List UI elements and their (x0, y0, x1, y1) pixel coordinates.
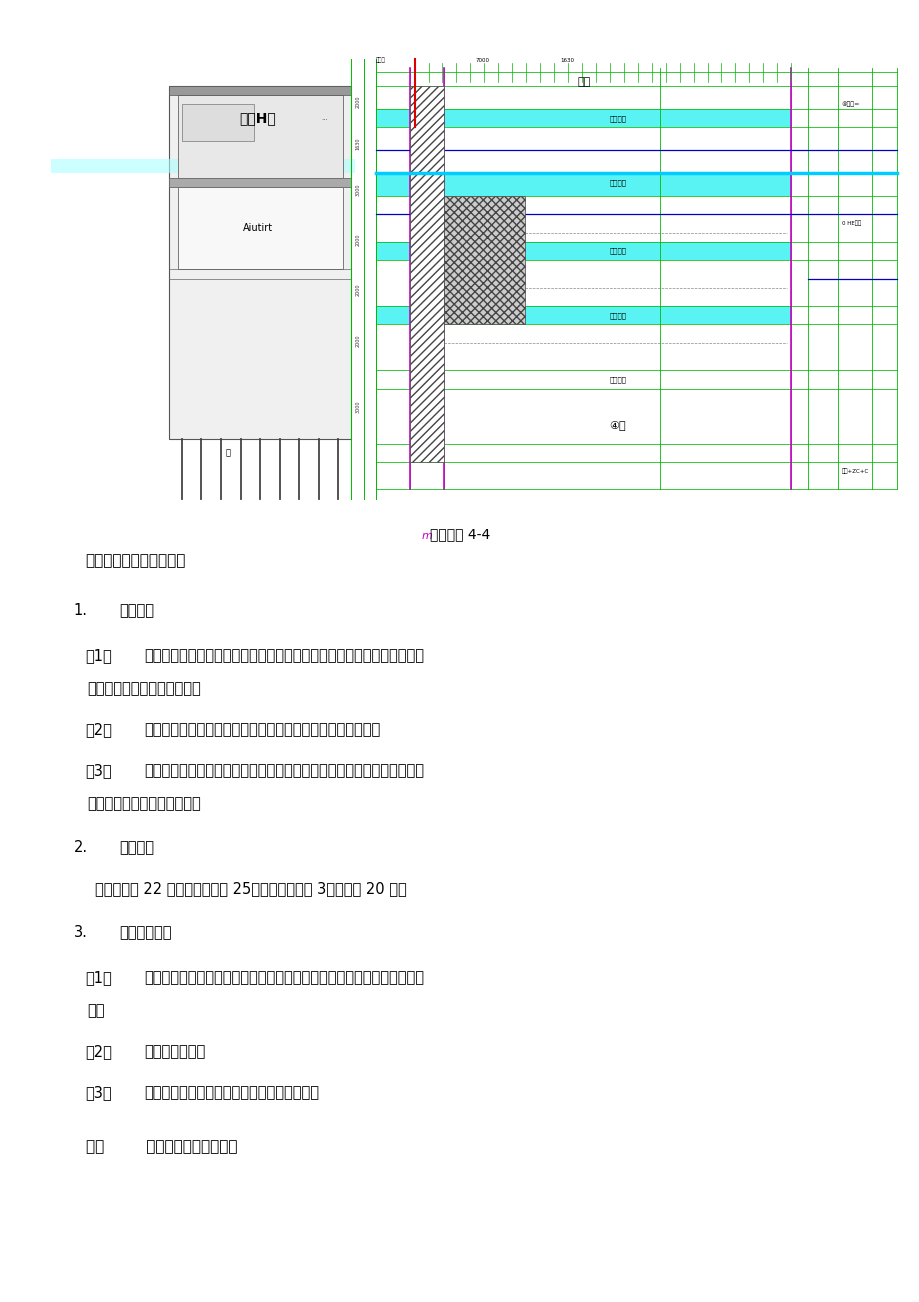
Text: 事如H叫: 事如H叫 (239, 111, 276, 125)
Text: ④区: ④区 (608, 421, 625, 430)
Bar (177, 187, 342, 270)
Text: （3）: （3） (85, 763, 112, 779)
Text: 地下五层: 地下五层 (608, 376, 626, 383)
Text: 3.: 3. (74, 924, 87, 940)
Text: 端头处: 端头处 (376, 57, 385, 64)
Text: 地下一层: 地下一层 (608, 115, 626, 121)
Bar (169, 86, 351, 439)
Bar (169, 86, 351, 95)
Text: （2）: （2） (85, 723, 112, 737)
Text: （3）: （3） (85, 1085, 112, 1100)
Bar (410, 86, 444, 462)
Text: 问题提前与设计师联系解决。: 问题提前与设计师联系解决。 (87, 681, 201, 697)
Bar (51, 159, 355, 173)
Text: 2000: 2000 (355, 284, 360, 297)
Text: 2000: 2000 (355, 335, 360, 346)
Text: ④矩圖=: ④矩圖= (841, 102, 859, 107)
Bar (376, 242, 790, 260)
Text: 机具设备: 机具设备 (119, 840, 154, 855)
Text: 议。: 议。 (87, 1003, 105, 1018)
Text: 册: 册 (225, 448, 231, 457)
Text: 3000: 3000 (355, 184, 360, 195)
Text: 操作性，并注意季节性特点。: 操作性，并注意季节性特点。 (87, 797, 201, 811)
Text: ...: ... (321, 115, 328, 121)
Text: 基坑剖面 4-4: 基坑剖面 4-4 (429, 527, 490, 542)
Bar (169, 178, 351, 187)
Text: 地下二层: 地下二层 (608, 180, 626, 186)
Bar (376, 173, 790, 197)
Text: 三、        连续墙破除施工工艺：: 三、 连续墙破除施工工艺： (85, 1139, 237, 1154)
Text: 3000: 3000 (355, 401, 360, 413)
Text: 充足的熟练操作人员以及现场破除器械准备。: 充足的熟练操作人员以及现场破除器械准备。 (144, 1085, 319, 1100)
Text: 1630: 1630 (560, 59, 573, 64)
Bar (182, 104, 254, 141)
Text: 1.: 1. (74, 603, 87, 618)
Text: （2）: （2） (85, 1044, 112, 1059)
Bar (51, 49, 896, 508)
Text: Aiutirt: Aiutirt (243, 223, 273, 233)
Text: 2000: 2000 (355, 233, 360, 246)
Text: 2.: 2. (74, 840, 87, 855)
Text: 手执空压机 22 台；三级配电箱 25个；二级配电箱 3个；铁镐 20 把。: 手执空压机 22 台；三级配电箱 25个；二级配电箱 3个；铁镐 20 把。 (95, 881, 406, 896)
Text: 地下三层: 地下三层 (608, 247, 626, 254)
Text: 2000: 2000 (355, 96, 360, 108)
Text: 分包管理人员在施工前应对作业班组进行技术交底，交底要有针对性和可: 分包管理人员在施工前应对作业班组进行技术交底，交底要有针对性和可 (144, 763, 424, 779)
Text: （1）: （1） (85, 648, 112, 663)
Bar (376, 306, 790, 324)
Text: 7000: 7000 (475, 59, 489, 64)
Text: 审图：施工前施工技术人员认真熟悉施工图纸，了解设计意图，发现图纸: 审图：施工前施工技术人员认真熟悉施工图纸，了解设计意图，发现图纸 (144, 648, 424, 663)
Text: 地下四层: 地下四层 (608, 312, 626, 319)
Bar (177, 95, 342, 178)
Bar (444, 197, 524, 324)
Text: 二、连续墙破除施工准备: 二、连续墙破除施工准备 (85, 553, 186, 569)
Text: 妙注: 妙注 (576, 77, 590, 86)
Text: 按设计图的地连墙位置进行定位放线，用水平仪定剔凿标高。: 按设计图的地连墙位置进行定位放线，用水平仪定剔凿标高。 (144, 723, 380, 737)
Text: 桩树+ZC+C: 桩树+ZC+C (841, 469, 868, 474)
Text: （1）: （1） (85, 970, 112, 984)
Text: 1630: 1630 (355, 137, 360, 150)
Text: 分包单位的资质经过审查必须符合有关规定，并已签定施工合同和安全协: 分包单位的资质经过审查必须符合有关规定，并已签定施工合同和安全协 (144, 970, 424, 984)
Text: 0 HE工上: 0 HE工上 (841, 221, 860, 227)
Text: 技术准备: 技术准备 (119, 603, 154, 618)
Text: 测量放线完成。: 测量放线完成。 (144, 1044, 206, 1059)
Text: 作业条件准备: 作业条件准备 (119, 924, 172, 940)
Text: m: m (421, 531, 432, 540)
Bar (376, 109, 790, 128)
